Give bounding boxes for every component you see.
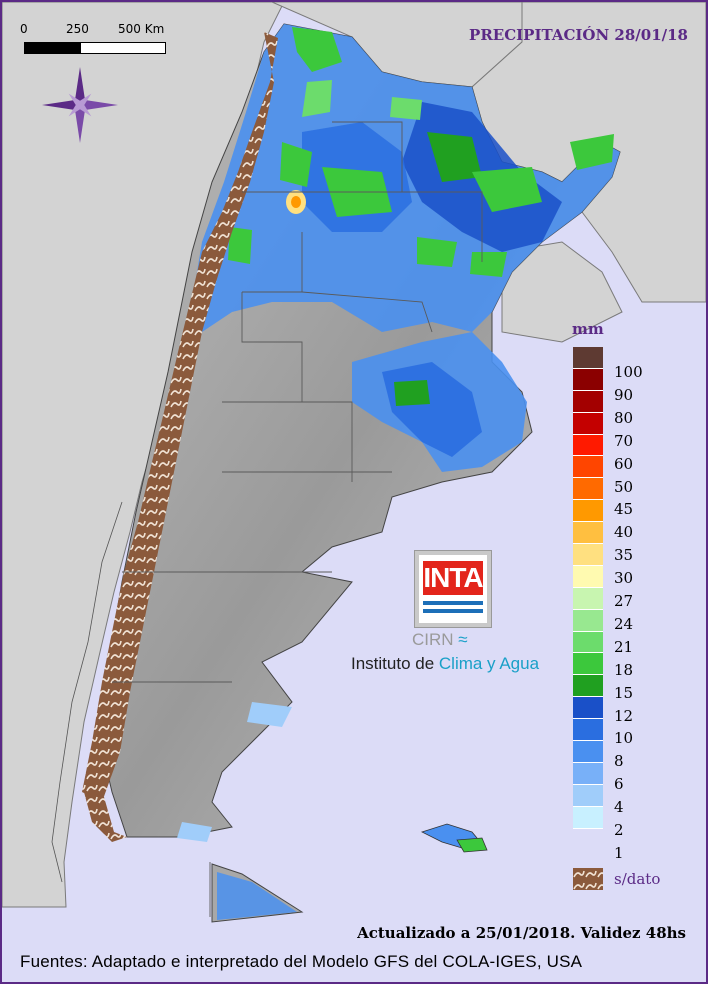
legend-swatch-12 [573,675,603,698]
cirn-label: CIRN ≈ [412,630,468,649]
institute-name: Instituto de Clima y Agua [351,654,539,674]
precip-green-3 [280,142,312,187]
precip-green-8 [470,252,507,277]
legend-label-4: 4 [614,798,624,817]
no-data-andes-north [82,32,278,802]
institute-prefix: Instituto de [351,654,439,673]
legend-swatch-18 [573,631,603,654]
no-data-swatch [573,868,603,890]
scale-label-250: 250 [66,22,89,36]
legend-label-6: 6 [614,775,624,794]
sources-note: Fuentes: Adaptado e interpretado del Mod… [20,952,583,971]
legend-label-45: 45 [614,500,634,519]
precip-green-11 [390,97,422,120]
legend-swatch-4 [573,762,603,785]
legend-swatch-2 [573,784,603,807]
precip-zone-south-b [177,822,212,842]
legend-swatch-70 [573,412,603,435]
precip-green-2 [302,80,332,117]
legend-label-8: 8 [614,752,624,771]
legend-label-60: 60 [614,454,634,473]
legend-label-12: 12 [614,706,634,725]
legend-swatch-10 [573,697,603,720]
map-title: PRECIPITACIÓN 28/01/18 [469,26,688,44]
legend-label-80: 80 [614,408,634,427]
precip-green-12 [394,380,430,406]
institute-highlight: Clima y Agua [438,654,540,673]
legend-label-1: 1 [614,843,624,862]
legend-label-40: 40 [614,523,634,542]
legend-label-10: 10 [614,729,634,748]
precip-zone-south-a [247,702,292,727]
updated-note: Actualizado a 25/01/2018. Validez 48hs [357,924,686,942]
legend-swatch-6 [573,741,603,763]
legend-swatch-100 [573,347,603,369]
legend-label-24: 24 [614,614,634,633]
legend-swatch-60 [573,434,603,457]
legend-label-90: 90 [614,385,634,404]
compass-rose-icon [42,67,118,143]
legend-label-100: 100 [614,363,643,381]
legend-swatch-27 [573,565,603,588]
malvinas-east [456,837,488,853]
legend-label-15: 15 [614,683,634,702]
inta-logo: INTA [414,550,492,628]
legend-swatch-24 [573,587,603,610]
coastline-chile [51,501,123,883]
legend-label-30: 30 [614,569,634,588]
legend-swatch-40 [573,500,603,523]
legend-label-35: 35 [614,546,634,565]
legend-swatch-8 [573,719,603,742]
no-data-label: s/dato [614,870,661,888]
inta-logo-wordmark: INTA [423,561,484,595]
legend-label-50: 50 [614,477,634,496]
uruguay-land [501,241,623,343]
precip-green-6 [472,167,542,212]
precip-peak-core [291,196,301,208]
legend-label-21: 21 [614,637,634,656]
legend-swatch-90 [573,368,603,391]
precip-zone-tdf [217,872,297,920]
precip-green-5 [427,132,482,182]
legend-swatch-30 [573,544,603,566]
scale-bar: 0 250 500 Km [20,22,180,62]
legend-swatch-50 [573,456,603,479]
legend-label-70: 70 [614,431,634,450]
legend-swatch-35 [573,522,603,545]
legend-label-18: 18 [614,660,634,679]
scale-label-500: 500 Km [118,22,165,36]
province-borders [112,121,483,917]
legend-label-2: 2 [614,821,624,839]
legend-unit: mm [572,320,604,338]
legend-swatch-15 [573,653,603,676]
legend-swatch-21 [573,609,603,632]
precip-green-9 [228,227,252,264]
legend-swatch-45 [573,478,603,501]
scale-label-0: 0 [20,22,28,36]
no-data-andes-south [84,792,127,842]
precip-green-1 [292,27,342,72]
legend-swatch-1 [573,806,603,829]
legend-swatch-80 [573,390,603,413]
legend-label-27: 27 [614,592,634,610]
scale-bar-graphic [24,42,166,54]
legend-color-scale [573,347,603,829]
precip-green-7 [417,237,457,267]
precip-green-10 [570,134,614,170]
